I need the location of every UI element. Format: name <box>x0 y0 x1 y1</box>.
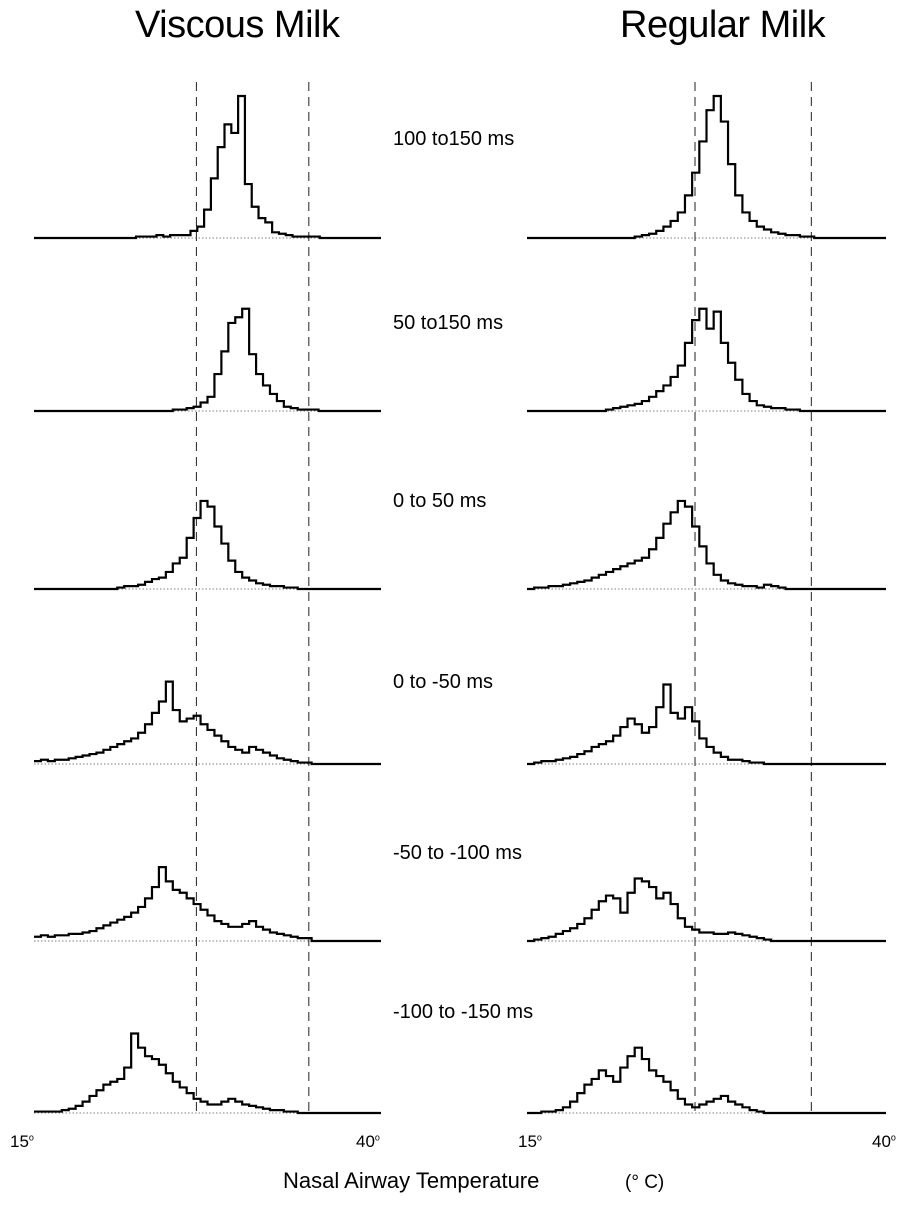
regular-histogram-2 <box>527 307 886 413</box>
regular-histogram-1 <box>527 94 886 240</box>
viscous-histogram-1 <box>34 94 381 240</box>
title-regular-milk: Regular Milk <box>620 4 826 46</box>
regular-histogram-4 <box>527 683 886 766</box>
regular-histogram-5 <box>527 877 886 943</box>
row-label-4: 0 to -50 ms <box>393 671 494 693</box>
row-label-2: 50 to150 ms <box>393 312 504 334</box>
viscous-histogram-6 <box>34 1032 381 1115</box>
right-x-min-tick: 15o <box>518 1132 542 1151</box>
row-label-3: 0 to 50 ms <box>393 490 487 512</box>
x-axis-unit: (° C) <box>625 1172 665 1193</box>
regular-histogram-6 <box>527 1046 886 1115</box>
row-label-6: -100 to -150 ms <box>393 1001 534 1023</box>
row-label-1: 100 to150 ms <box>393 128 515 150</box>
right-x-max-tick: 40o <box>872 1132 896 1151</box>
row-label-5: -50 to -100 ms <box>393 842 522 864</box>
left-x-max-tick: 40o <box>356 1132 380 1151</box>
left-x-min-tick: 15o <box>10 1132 34 1151</box>
viscous-histogram-5 <box>34 866 381 943</box>
title-viscous-milk: Viscous Milk <box>135 4 340 46</box>
viscous-histogram-3 <box>34 499 381 591</box>
viscous-histogram-4 <box>34 680 381 766</box>
viscous-histogram-2 <box>34 307 381 413</box>
x-axis-label: Nasal Airway Temperature <box>283 1168 540 1193</box>
regular-histogram-3 <box>527 499 886 591</box>
